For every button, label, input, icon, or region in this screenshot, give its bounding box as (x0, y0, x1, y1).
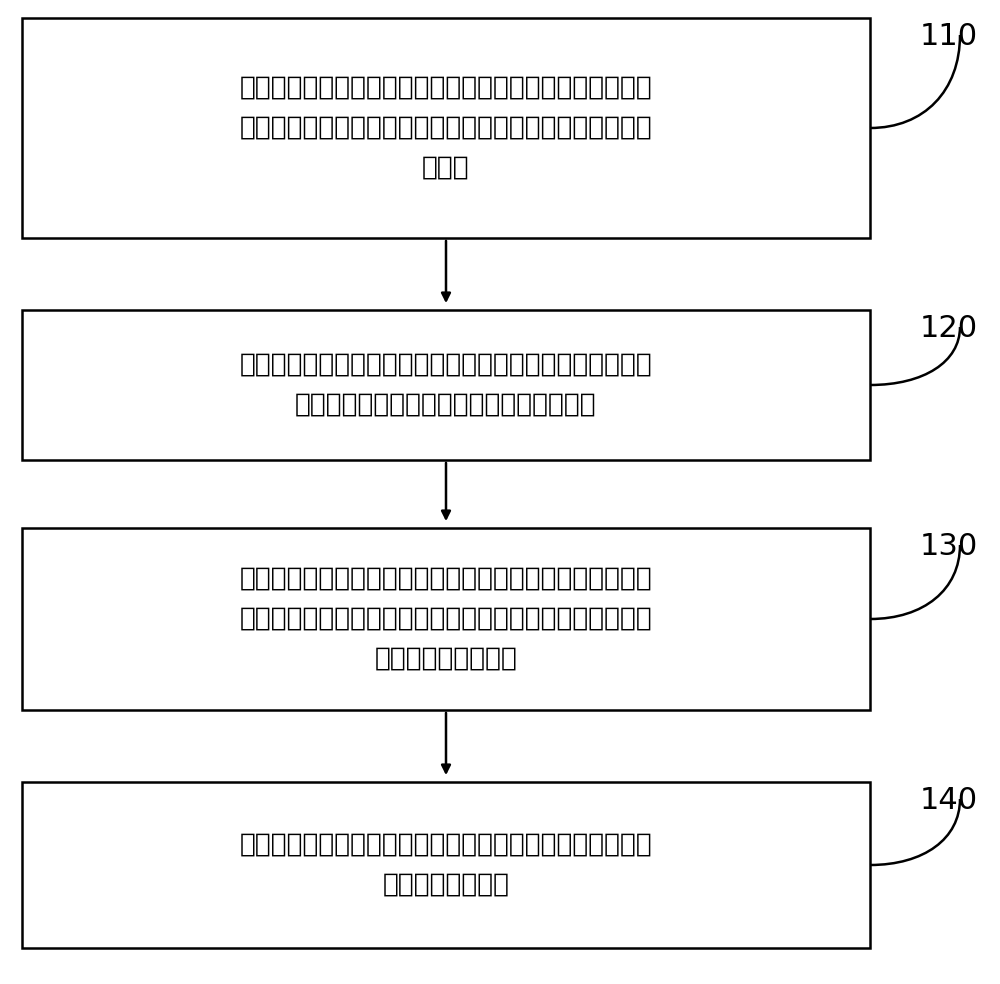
Bar (22, 528, 870, 710)
Bar (22, 310, 870, 460)
Text: 将至少四个回波时间进行排列组合，获得多组初始回波时间
组合，其中每一组初始回波时间组合中包含个数相同的回波
时间；: 将至少四个回波时间进行排列组合，获得多组初始回波时间 组合，其中每一组初始回波时… (240, 75, 652, 181)
Text: 将查找到的至少两组所述初始回波时间组合，作为前述至少
两组回波时间组合: 将查找到的至少两组所述初始回波时间组合，作为前述至少 两组回波时间组合 (240, 832, 652, 898)
Text: 140: 140 (920, 786, 978, 815)
Text: 根据每一组初始回波时间组合对应的回波信号，计算每一组
初始回波时间组合对应的信号平均有效次数: 根据每一组初始回波时间组合对应的回波信号，计算每一组 初始回波时间组合对应的信号… (240, 352, 652, 418)
Bar (22, 782, 870, 948)
Text: 依据上述多组初始回波时间组合对应的信号平均有效次数，
查找所述信号平均有效次数达到最大值或局部极大值时对应
的初始回波时间组合: 依据上述多组初始回波时间组合对应的信号平均有效次数， 查找所述信号平均有效次数达… (240, 566, 652, 672)
Text: 130: 130 (920, 532, 978, 561)
Text: 110: 110 (920, 22, 978, 51)
Bar (22, 18, 870, 238)
Text: 120: 120 (920, 314, 978, 343)
